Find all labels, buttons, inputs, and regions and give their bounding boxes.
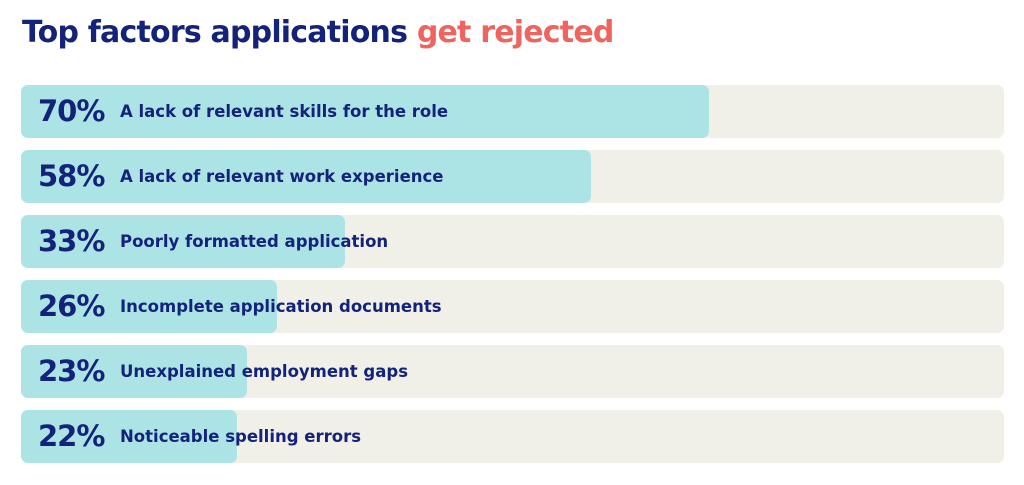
bar-value-label: 23% (38, 354, 105, 388)
chart-title: Top factors applications get rejected (22, 12, 614, 54)
bar-fill (21, 85, 709, 138)
bar-row: 23% Unexplained employment gaps (21, 345, 1004, 398)
bar-value-label: 70% (38, 94, 105, 128)
bar-chart: 70% A lack of relevant skills for the rol… (21, 85, 1004, 465)
bar-value-label: 22% (38, 419, 105, 453)
bar-value-label: 26% (38, 289, 105, 323)
bar-row: 58% A lack of relevant work experience (21, 150, 1004, 203)
bar-value-label: 33% (38, 224, 105, 258)
title-accent: get rejected (416, 15, 615, 50)
bar-category-label: A lack of relevant work experience (120, 167, 444, 186)
title-main: Top factors applications (22, 15, 417, 50)
bar-category-label: Unexplained employment gaps (120, 362, 409, 381)
bar-fill (21, 215, 345, 268)
bar-row: 22% Noticeable spelling errors (21, 410, 1004, 463)
bar-fill (21, 410, 237, 463)
bar-fill (21, 345, 247, 398)
bar-fill (21, 280, 277, 333)
bar-category-label: Incomplete application documents (120, 297, 442, 316)
bar-row: 26% Incomplete application documents (21, 280, 1004, 333)
bar-category-label: Poorly formatted application (120, 232, 389, 251)
bar-value-label: 58% (38, 159, 105, 193)
bar-row: 33% Poorly formatted application (21, 215, 1004, 268)
bar-category-label: A lack of relevant skills for the role (120, 102, 449, 121)
bar-fill (21, 150, 591, 203)
bar-category-label: Noticeable spelling errors (120, 427, 362, 446)
bar-row: 70% A lack of relevant skills for the rol… (21, 85, 1004, 138)
